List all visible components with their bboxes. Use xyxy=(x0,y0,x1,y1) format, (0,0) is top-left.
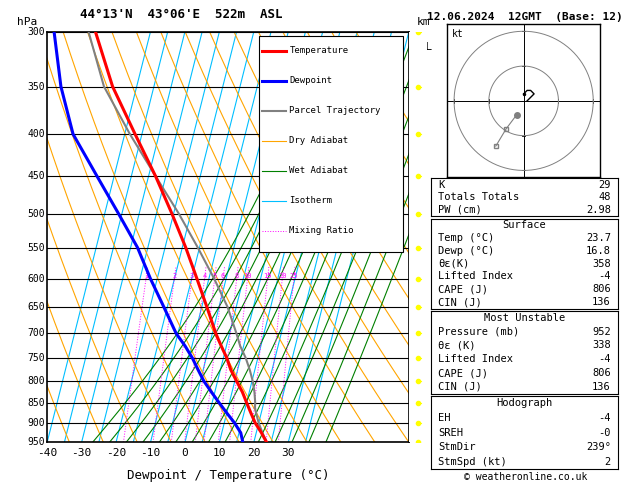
Text: θε(K): θε(K) xyxy=(438,259,470,269)
Text: 6: 6 xyxy=(411,129,416,139)
Text: PW (cm): PW (cm) xyxy=(438,205,482,215)
Text: 29: 29 xyxy=(598,180,611,190)
Text: -30: -30 xyxy=(72,449,92,458)
Text: CAPE (J): CAPE (J) xyxy=(438,368,488,378)
Text: CIN (J): CIN (J) xyxy=(438,382,482,392)
Text: 5: 5 xyxy=(411,208,416,219)
Text: 400: 400 xyxy=(28,129,45,139)
Text: 20: 20 xyxy=(278,273,287,278)
Text: Lifted Index: Lifted Index xyxy=(438,354,513,364)
Text: 2: 2 xyxy=(411,376,416,386)
Text: 136: 136 xyxy=(592,382,611,392)
Text: K: K xyxy=(438,180,445,190)
Text: 23.7: 23.7 xyxy=(586,233,611,243)
Text: -4: -4 xyxy=(598,354,611,364)
Text: 450: 450 xyxy=(28,171,45,181)
Text: 0: 0 xyxy=(182,449,188,458)
Text: Dewpoint: Dewpoint xyxy=(289,76,333,85)
Text: 900: 900 xyxy=(28,418,45,428)
Text: 4: 4 xyxy=(203,273,207,278)
Text: θε (K): θε (K) xyxy=(438,341,476,350)
Text: 358: 358 xyxy=(592,259,611,269)
Text: Dewp (°C): Dewp (°C) xyxy=(438,246,494,256)
Text: 300: 300 xyxy=(28,27,45,36)
Text: Wet Adiabat: Wet Adiabat xyxy=(289,166,348,175)
Text: Temp (°C): Temp (°C) xyxy=(438,233,494,243)
Text: 3: 3 xyxy=(411,329,416,338)
Text: kt: kt xyxy=(452,29,464,39)
Text: Totals Totals: Totals Totals xyxy=(438,192,520,202)
Text: Temperature: Temperature xyxy=(289,46,348,55)
Text: 6: 6 xyxy=(221,273,225,278)
Text: 806: 806 xyxy=(592,368,611,378)
Text: -4: -4 xyxy=(598,272,611,281)
Text: 950: 950 xyxy=(28,437,45,447)
Text: 30: 30 xyxy=(282,449,295,458)
Text: StmSpd (kt): StmSpd (kt) xyxy=(438,457,507,467)
Text: 650: 650 xyxy=(28,302,45,312)
Text: Pressure (mb): Pressure (mb) xyxy=(438,327,520,337)
Text: 952: 952 xyxy=(592,327,611,337)
Text: EH: EH xyxy=(438,413,451,423)
Text: Hodograph: Hodograph xyxy=(496,399,553,408)
Text: LCL: LCL xyxy=(409,403,425,412)
Text: ASL: ASL xyxy=(413,42,433,52)
Text: 850: 850 xyxy=(28,398,45,408)
Text: Dry Adiabat: Dry Adiabat xyxy=(289,136,348,145)
Text: 5: 5 xyxy=(213,273,217,278)
Text: 806: 806 xyxy=(592,284,611,295)
Text: 2: 2 xyxy=(604,457,611,467)
Text: CAPE (J): CAPE (J) xyxy=(438,284,488,295)
Text: 2: 2 xyxy=(172,273,177,278)
Text: 4: 4 xyxy=(411,274,416,283)
Text: 800: 800 xyxy=(28,376,45,386)
Text: CIN (J): CIN (J) xyxy=(438,297,482,307)
Text: 10: 10 xyxy=(243,273,252,278)
Text: 44°13'N  43°06'E  522m  ASL: 44°13'N 43°06'E 522m ASL xyxy=(80,8,282,21)
Text: 338: 338 xyxy=(592,341,611,350)
Text: 10: 10 xyxy=(213,449,226,458)
Text: hPa: hPa xyxy=(17,17,37,28)
Text: Lifted Index: Lifted Index xyxy=(438,272,513,281)
Text: km: km xyxy=(416,17,430,28)
Text: -10: -10 xyxy=(140,449,160,458)
Text: StmDir: StmDir xyxy=(438,442,476,452)
Text: 1: 1 xyxy=(144,273,148,278)
Text: 1: 1 xyxy=(411,418,416,428)
Text: 12.06.2024  12GMT  (Base: 12): 12.06.2024 12GMT (Base: 12) xyxy=(427,12,623,22)
Text: 20: 20 xyxy=(247,449,260,458)
Text: -0: -0 xyxy=(598,428,611,437)
Text: 8: 8 xyxy=(235,273,239,278)
Text: Surface: Surface xyxy=(503,220,547,230)
Text: SREH: SREH xyxy=(438,428,464,437)
Text: 550: 550 xyxy=(28,243,45,253)
Text: 700: 700 xyxy=(28,329,45,338)
Text: 48: 48 xyxy=(598,192,611,202)
Text: 600: 600 xyxy=(28,274,45,283)
Text: 15: 15 xyxy=(264,273,272,278)
Text: 2.98: 2.98 xyxy=(586,205,611,215)
Text: 25: 25 xyxy=(289,273,298,278)
Text: 500: 500 xyxy=(28,208,45,219)
Text: 136: 136 xyxy=(592,297,611,307)
Text: -20: -20 xyxy=(106,449,126,458)
Text: Isotherm: Isotherm xyxy=(289,196,333,205)
Text: 3: 3 xyxy=(190,273,194,278)
Text: 239°: 239° xyxy=(586,442,611,452)
Text: Most Unstable: Most Unstable xyxy=(484,313,565,323)
Text: Parcel Trajectory: Parcel Trajectory xyxy=(289,106,381,115)
Text: 7: 7 xyxy=(411,50,416,60)
Text: Mixing Ratio (g/kg): Mixing Ratio (g/kg) xyxy=(451,181,461,293)
Text: Mixing Ratio: Mixing Ratio xyxy=(289,226,354,235)
Text: 350: 350 xyxy=(28,82,45,91)
Text: © weatheronline.co.uk: © weatheronline.co.uk xyxy=(464,472,587,482)
Text: -4: -4 xyxy=(598,413,611,423)
Text: Dewpoint / Temperature (°C): Dewpoint / Temperature (°C) xyxy=(127,469,329,482)
Text: 750: 750 xyxy=(28,353,45,363)
Text: -40: -40 xyxy=(37,449,57,458)
Text: 16.8: 16.8 xyxy=(586,246,611,256)
Bar xyxy=(259,35,403,252)
